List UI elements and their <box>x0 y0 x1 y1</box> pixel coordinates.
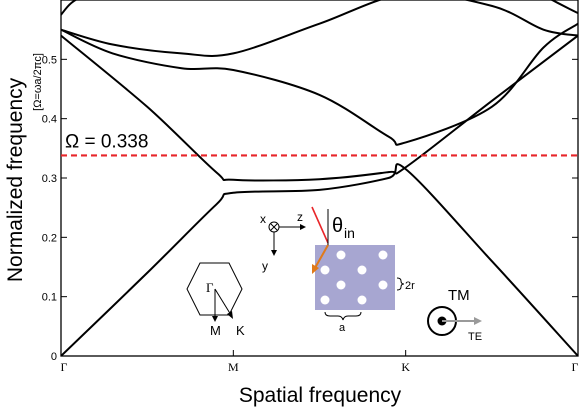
band-curve-2 <box>61 34 578 182</box>
y-tick-label: 0.4 <box>42 114 57 126</box>
x-axis-label: Spatial frequency <box>239 384 402 407</box>
y-tick-label: 0.5 <box>42 54 57 66</box>
gamma-to-k-arrow <box>214 288 232 316</box>
tm-label: TM <box>448 287 470 304</box>
bz-m-label: M <box>210 323 221 338</box>
coord-z-label: z <box>297 210 303 224</box>
coord-y-label: y <box>262 259 268 273</box>
band-curve-1 <box>61 163 578 356</box>
bz-gamma-label: Γ <box>206 280 214 295</box>
hole-diameter-brace <box>396 277 405 291</box>
lattice-constant-label: a <box>339 322 346 334</box>
lattice-hole <box>320 295 330 305</box>
coordinate-system-inset: x z y <box>260 210 306 273</box>
brillouin-zone-inset: Γ M K <box>186 262 245 338</box>
te-label: TE <box>468 331 482 343</box>
lattice-constant-brace <box>324 311 362 321</box>
band-curve-6 <box>550 0 578 14</box>
x-tick-label: Γ <box>572 360 579 374</box>
x-tick-label: M <box>228 360 239 374</box>
y-axis-unit: [Ω=ωa/2πc] <box>32 53 44 111</box>
band-curve-4 <box>61 0 578 57</box>
lattice-hole <box>336 280 346 290</box>
reference-label: Ω = 0.338 <box>65 131 148 152</box>
bz-k-label: K <box>236 323 245 338</box>
lattice-hole <box>320 265 330 275</box>
polarization-inset: TM TE <box>427 287 482 343</box>
incident-ray-arrow <box>311 206 329 244</box>
band-curves <box>61 0 578 356</box>
theta-subscript: in <box>344 225 355 241</box>
y-tick-label: 0 <box>51 351 57 363</box>
lattice-holes <box>320 250 388 305</box>
x-tick-label: K <box>401 360 410 374</box>
refracted-ray-arrow <box>314 244 329 269</box>
band-curve-5 <box>61 0 78 16</box>
x-tick-label: Γ <box>61 360 68 374</box>
lattice-hole <box>336 250 346 260</box>
y-tick-label: 0.2 <box>42 232 57 244</box>
lattice-hole <box>378 280 388 290</box>
y-tick-label: 0.3 <box>42 173 57 185</box>
lattice-hole <box>357 265 367 275</box>
y-ticks: 0 0.1 0.2 0.3 0.4 0.5 <box>42 54 578 363</box>
lattice-hole <box>357 295 367 305</box>
coord-x-label: x <box>260 212 266 226</box>
y-axis-label: Normalized frequency <box>4 77 27 282</box>
y-tick-label: 0.1 <box>42 292 57 304</box>
theta-label: θ <box>332 215 343 237</box>
lattice-hole <box>378 250 388 260</box>
lattice-inset: θ in 2r a <box>311 206 415 334</box>
band-curve-3 <box>61 22 578 146</box>
hole-diameter-label: 2r <box>405 280 415 292</box>
